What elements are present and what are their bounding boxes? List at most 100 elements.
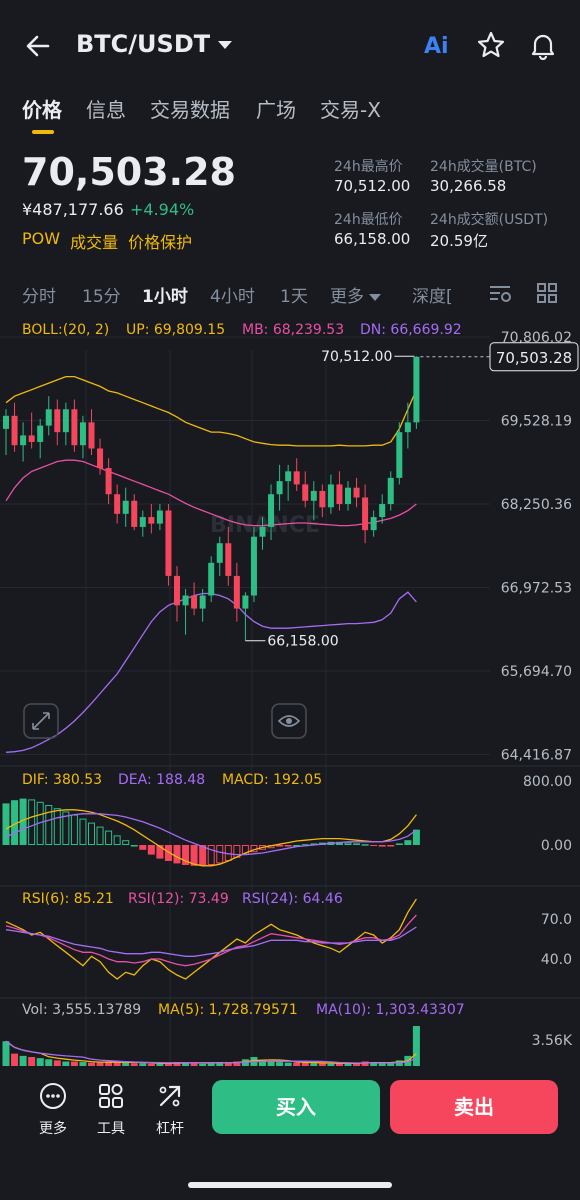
rsi12-line xyxy=(5,914,417,967)
candle-body xyxy=(182,595,189,606)
vol-ma10-label: MA(10): 1,303.43307 xyxy=(316,1002,465,1018)
grid-layout-icon[interactable] xyxy=(536,282,558,304)
tag-pow[interactable]: POW xyxy=(22,229,61,248)
sell-button[interactable]: 卖出 xyxy=(390,1080,558,1134)
volume-bar xyxy=(207,1062,215,1066)
boll-up-line xyxy=(5,375,417,447)
cny-price: ¥487,177.66 xyxy=(22,200,124,219)
interval-15m[interactable]: 15分 xyxy=(82,287,121,307)
interval-depth[interactable]: 深度[ xyxy=(412,287,453,307)
rsi24-line xyxy=(5,926,417,957)
volume-bar xyxy=(130,1063,138,1066)
kline-chart[interactable]: BINANCE BOLL:(20, 2) UP: 69,809.15 MB: 6… xyxy=(0,310,580,1066)
chart-grid xyxy=(0,336,580,1066)
volume-ma5-line xyxy=(5,1040,417,1065)
macd-histogram-bar xyxy=(156,845,164,859)
boll-dn-line xyxy=(5,591,417,753)
tab-trade-x[interactable]: 交易-X xyxy=(320,98,381,122)
macd-histogram-bar xyxy=(70,814,78,846)
rsi-tick-40: 40.0 xyxy=(541,952,572,968)
macd-histogram-bar xyxy=(113,835,121,846)
current-price-box xyxy=(489,342,579,372)
macd-histogram-bar xyxy=(139,845,147,850)
macd-histogram-bar xyxy=(45,805,53,845)
high-value: 70,512.00 xyxy=(334,177,411,195)
chevron-down-icon xyxy=(369,293,381,301)
macd-histogram-bar xyxy=(361,844,369,846)
candle-body xyxy=(11,415,18,446)
candle-body xyxy=(353,487,360,498)
price-tick-label: 65,694.70 xyxy=(501,664,572,680)
tab-price[interactable]: 价格 xyxy=(22,98,62,122)
volume-bar xyxy=(327,1063,335,1066)
macd-value-label: MACD: 192.05 xyxy=(222,772,322,788)
candle-body xyxy=(216,543,223,563)
pair-label: BTC/USDT xyxy=(76,30,211,58)
candle-body xyxy=(233,575,240,609)
macd-histogram-bar xyxy=(62,811,70,845)
volume-bar xyxy=(28,1056,36,1066)
main-tabs: 价格 信息 交易数据 广场 交易-X xyxy=(0,92,580,138)
interval-1d[interactable]: 1天 xyxy=(280,287,308,307)
interval-time[interactable]: 分时 xyxy=(22,287,56,307)
macd-histogram-bar xyxy=(378,845,386,847)
tag-row: POW 成交量 价格保护 xyxy=(22,229,192,253)
candle-body xyxy=(268,494,275,527)
tab-info[interactable]: 信息 xyxy=(86,98,126,122)
macd-histogram-bar xyxy=(88,822,95,845)
candle-body xyxy=(404,422,411,433)
tag-volume[interactable]: 成交量 xyxy=(70,233,119,252)
candle-body xyxy=(327,484,334,508)
tag-price-protection[interactable]: 价格保护 xyxy=(128,233,193,252)
volume-bar xyxy=(53,1060,61,1066)
home-indicator xyxy=(188,1182,392,1188)
macd-histogram-bar xyxy=(96,826,104,845)
price-tick-label: 70,806.02 xyxy=(501,330,572,346)
eye-icon[interactable] xyxy=(271,703,307,739)
candle-body xyxy=(28,435,35,442)
volume-pane xyxy=(2,1026,420,1066)
volume-bar xyxy=(378,1063,386,1066)
star-icon[interactable] xyxy=(476,30,506,60)
interval-more[interactable]: 更多 xyxy=(330,282,381,307)
macd-histogram-bar xyxy=(395,843,403,845)
macd-histogram-bar xyxy=(182,845,190,865)
more-button[interactable]: 更多 xyxy=(28,1082,78,1138)
volume-bar xyxy=(79,1062,87,1066)
back-arrow-icon[interactable] xyxy=(22,30,54,62)
fullscreen-icon[interactable] xyxy=(23,703,59,739)
vol-usdt-label: 24h成交额(USDT) xyxy=(430,212,549,228)
vol-tick: 3.56K xyxy=(532,1033,573,1049)
boll-dn-label: DN: 66,669.92 xyxy=(360,322,462,338)
chart-settings-icon[interactable] xyxy=(488,282,512,304)
tab-trading-data[interactable]: 交易数据 xyxy=(150,98,230,122)
volume-bar xyxy=(156,1063,164,1066)
tools-button[interactable]: 工具 xyxy=(86,1082,136,1138)
bell-icon[interactable] xyxy=(528,30,558,60)
volume-bar xyxy=(310,1063,318,1066)
macd-histogram-bar xyxy=(404,840,412,845)
volume-ma10-line xyxy=(5,1040,417,1064)
volume-bar xyxy=(182,1062,190,1066)
volume-bar xyxy=(293,1062,301,1066)
ai-icon[interactable]: Ai xyxy=(424,34,449,59)
interval-4h[interactable]: 4小时 xyxy=(210,287,255,307)
price-tick-label: 64,416.87 xyxy=(501,748,572,764)
volume-bar xyxy=(113,1061,121,1066)
candle-body xyxy=(242,595,249,609)
bottom-bar: 更多 工具 杠杆 买入 卖出 xyxy=(0,1066,580,1200)
tab-square[interactable]: 广场 xyxy=(256,98,296,122)
macd-histogram-bar xyxy=(387,845,395,847)
leverage-button[interactable]: 杠杆 xyxy=(145,1082,195,1138)
candle-body xyxy=(370,517,377,531)
buy-button[interactable]: 买入 xyxy=(212,1080,380,1134)
pair-selector[interactable]: BTC/USDT xyxy=(76,30,233,58)
rsi6-line xyxy=(5,898,417,980)
volume-bar xyxy=(2,1041,10,1066)
volume-bar xyxy=(147,1063,155,1066)
candle-body xyxy=(345,487,351,505)
volume-bar xyxy=(353,1062,361,1066)
interval-1h[interactable]: 1小时 xyxy=(142,287,188,307)
volume-bar xyxy=(190,1063,198,1066)
candle-body xyxy=(250,536,257,596)
